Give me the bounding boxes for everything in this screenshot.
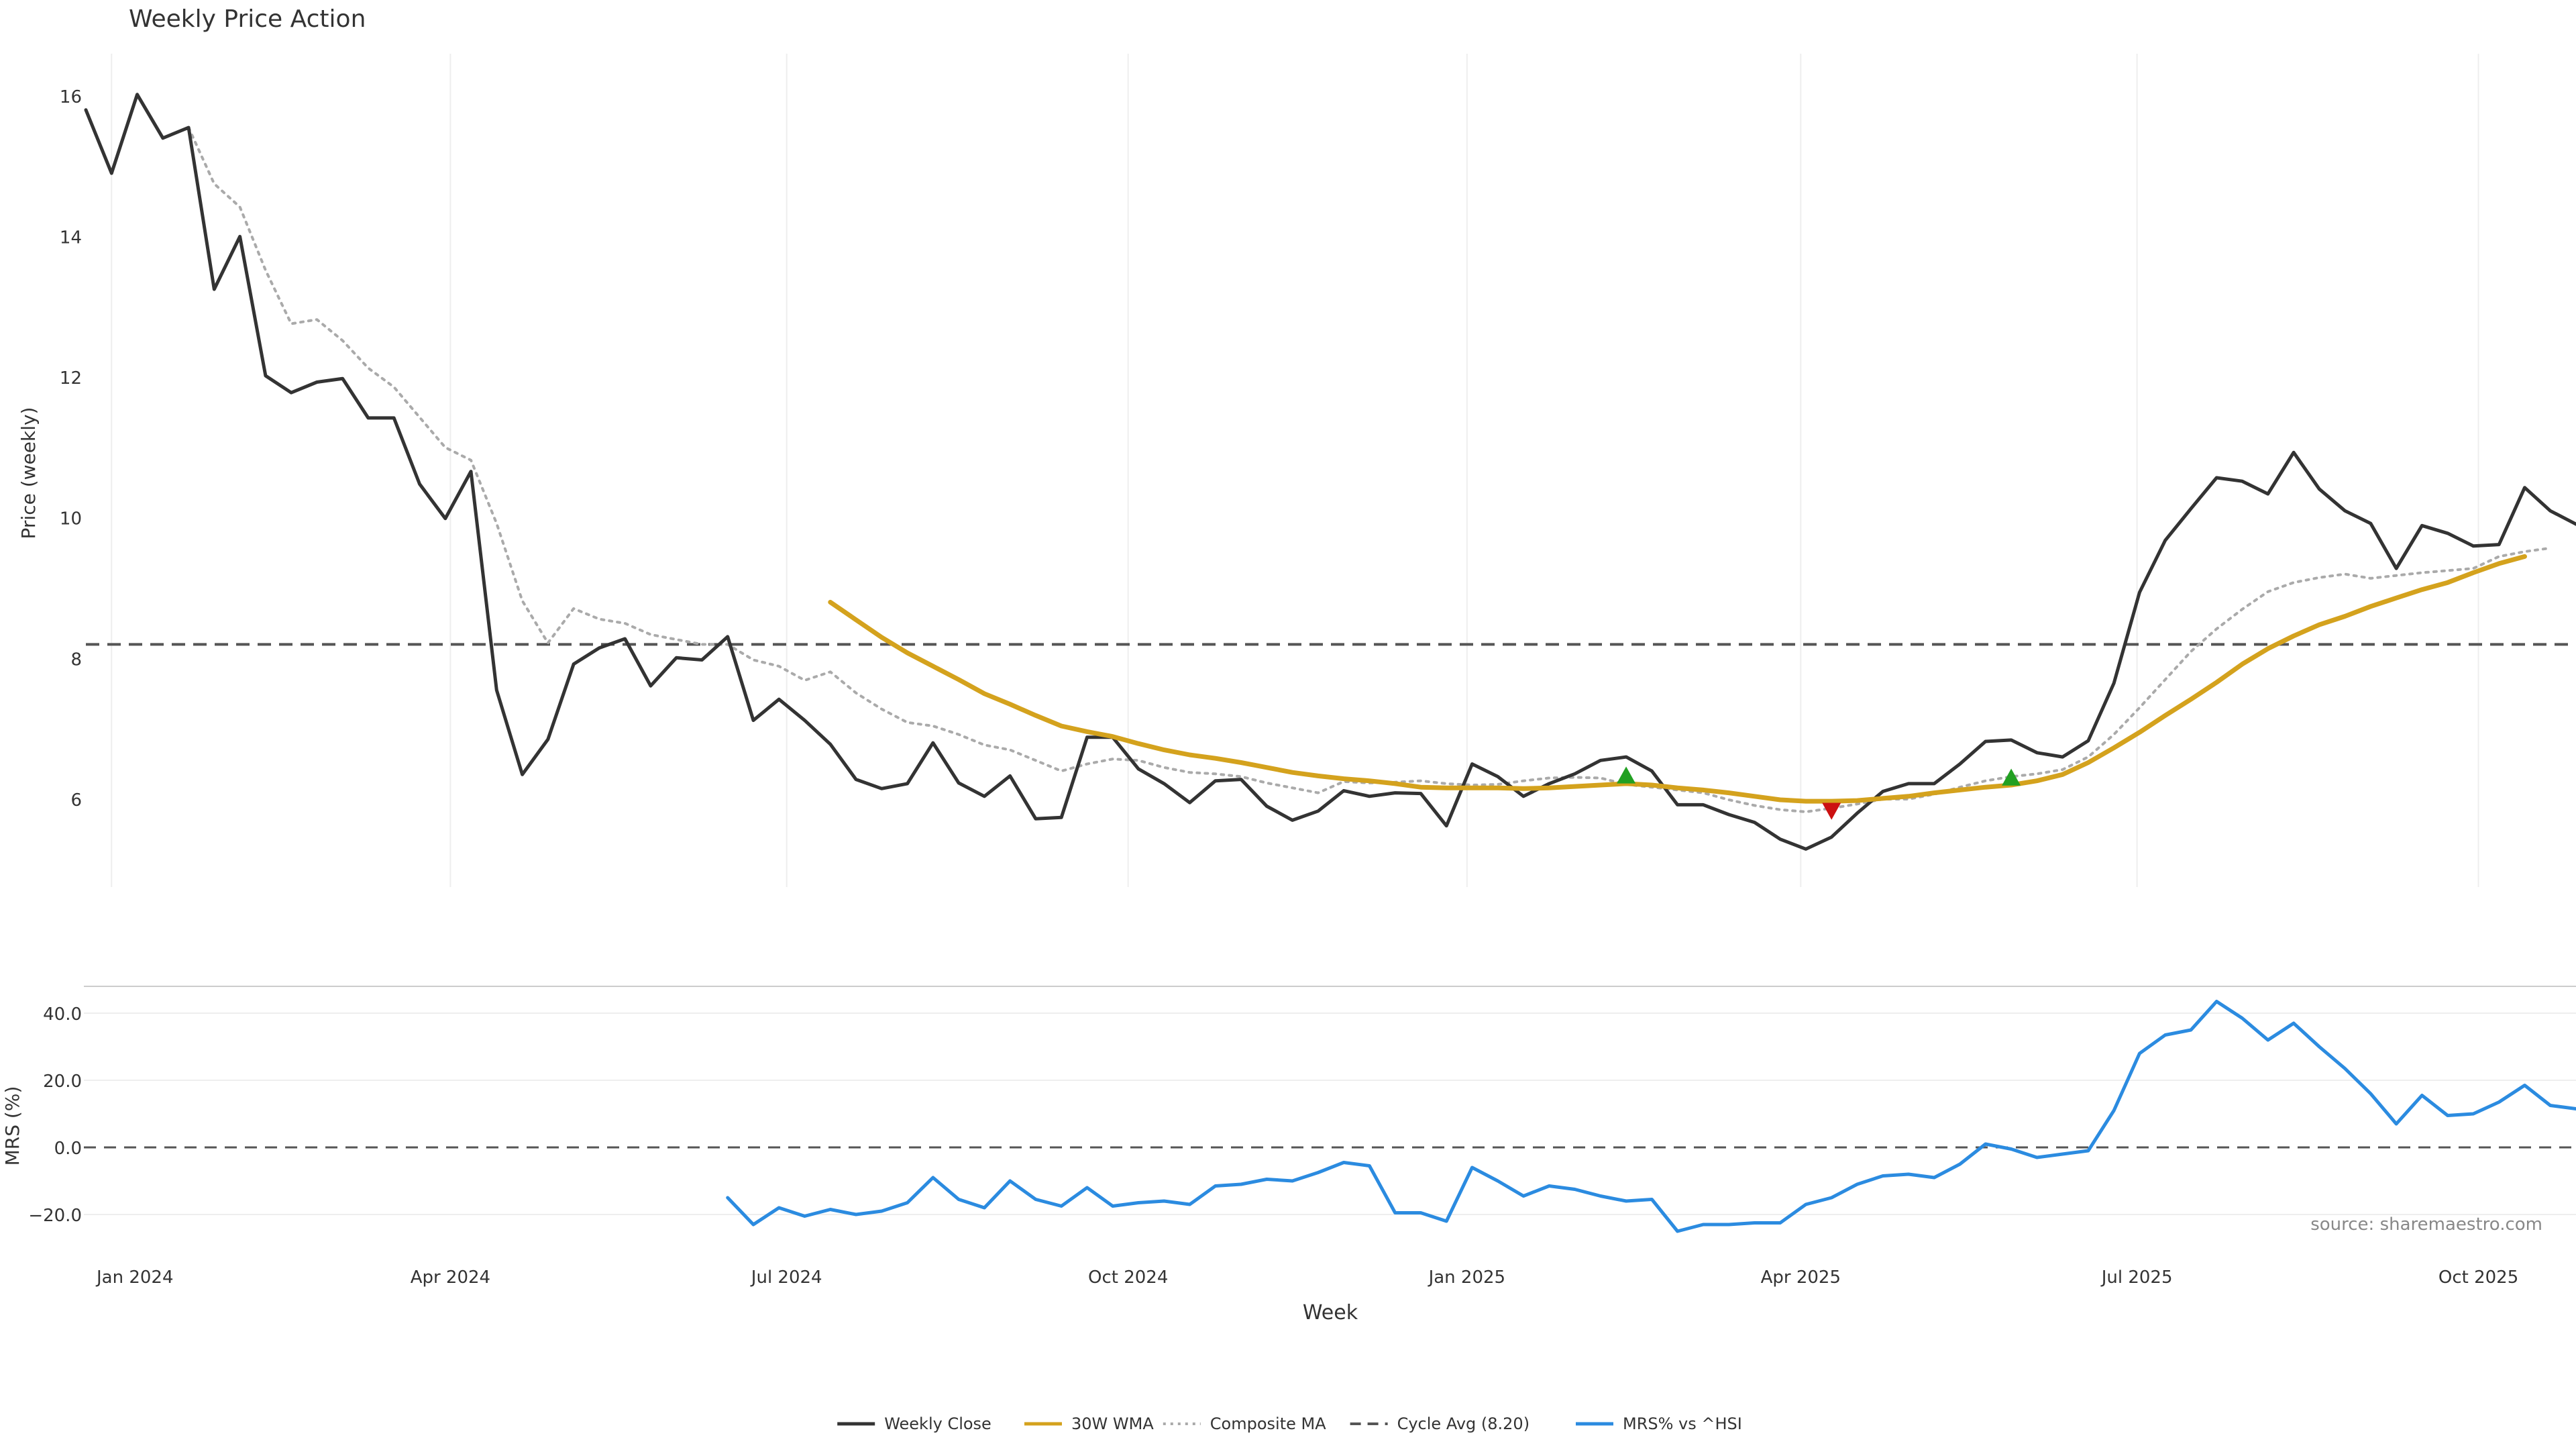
legend-item: MRS% vs ^HSI <box>1576 1414 1742 1433</box>
price-y-tick-label: 14 <box>60 228 82 248</box>
price-y-tick-label: 16 <box>60 87 82 107</box>
buy-signal-marker <box>1617 766 1636 784</box>
mrs-panel: −20.0 0.0 20.0 40.0 MRS (%) source: sharema… <box>1 986 2576 1235</box>
legend-label: Composite MA <box>1210 1414 1326 1433</box>
legend-item: Cycle Avg (8.20) <box>1350 1414 1529 1433</box>
mrs-y-tick-label: −20.0 <box>28 1206 82 1226</box>
price-panel: Weekly Price Action 6 8 10 12 14 16 Price (we… <box>17 5 2576 887</box>
mrs-y-axis-label: MRS (%) <box>1 1086 23 1166</box>
x-tick-label: Apr 2024 <box>411 1267 490 1288</box>
x-tick-label: Jul 2024 <box>750 1267 822 1288</box>
source-note: source: sharemaestro.com <box>2310 1214 2542 1235</box>
signal-markers <box>1617 766 2021 820</box>
x-axis-label: Week <box>1303 1301 1358 1325</box>
x-tick-label: Jul 2025 <box>2100 1267 2173 1288</box>
price-y-tick-labels: 6 8 10 12 14 16 <box>60 87 82 811</box>
x-tick-label: Apr 2025 <box>1761 1267 1841 1288</box>
legend-label: Weekly Close <box>884 1414 991 1433</box>
price-gridlines <box>111 54 2479 887</box>
price-y-tick-label: 8 <box>70 650 82 670</box>
chart-title: Weekly Price Action <box>129 5 366 33</box>
mrs-y-tick-label: 0.0 <box>54 1139 82 1159</box>
buy-signal-marker <box>2002 768 2021 786</box>
x-tick-label: Oct 2025 <box>2438 1267 2518 1288</box>
mrs-gridlines <box>84 1013 2576 1215</box>
x-tick-label: Jan 2025 <box>1428 1267 1506 1288</box>
x-axis: Jan 2024 Apr 2024 Jul 2024 Oct 2024 Jan 2025… <box>95 1267 2518 1325</box>
mrs-vs-hsi-line <box>726 1000 2576 1233</box>
legend-item: 30W WMA <box>1024 1414 1154 1433</box>
price-y-axis-label: Price (weekly) <box>17 407 40 539</box>
price-y-tick-label: 10 <box>60 509 82 529</box>
x-tick-labels: Jan 2024 Apr 2024 Jul 2024 Oct 2024 Jan 2025… <box>95 1267 2518 1288</box>
mrs-y-tick-label: 20.0 <box>43 1072 82 1092</box>
price-y-tick-label: 6 <box>70 790 82 811</box>
x-tick-label: Oct 2024 <box>1088 1267 1168 1288</box>
weekly-close-line <box>84 93 2576 851</box>
sell-signal-marker <box>1822 802 1841 820</box>
price-series-lines <box>84 93 2576 851</box>
x-tick-label: Jan 2024 <box>95 1267 174 1288</box>
legend: Weekly Close 30W WMA Composite MA Cycle Avg… <box>837 1414 1742 1433</box>
mrs-y-tick-label: 40.0 <box>43 1004 82 1025</box>
legend-label: MRS% vs ^HSI <box>1623 1414 1742 1433</box>
30w-wma-line <box>828 554 2527 804</box>
legend-item: Weekly Close <box>837 1414 991 1433</box>
mrs-y-tick-labels: −20.0 0.0 20.0 40.0 <box>28 1004 82 1226</box>
composite-ma-line <box>187 126 2552 813</box>
mrs-series-lines <box>726 1000 2576 1233</box>
price-y-tick-label: 12 <box>60 368 82 388</box>
legend-label: Cycle Avg (8.20) <box>1397 1414 1529 1433</box>
legend-label: 30W WMA <box>1071 1414 1154 1433</box>
legend-item: Composite MA <box>1163 1414 1326 1433</box>
